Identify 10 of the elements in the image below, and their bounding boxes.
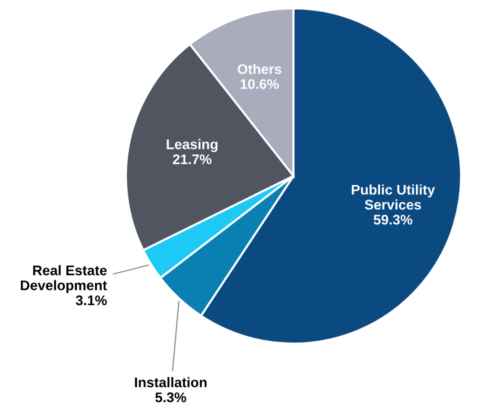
data-label: 59.3%: [374, 214, 412, 225]
data-label: 5.3%: [155, 392, 186, 402]
slice-label: Public Utility Services: [352, 184, 435, 210]
data-label: 3.1%: [76, 295, 107, 306]
slice-label: Real Estate Development: [20, 265, 107, 294]
data-label: 10.6%: [240, 79, 279, 89]
slice-label: Leasing: [166, 139, 218, 152]
data-label: 21.7%: [172, 154, 212, 164]
slice-label: Others: [238, 64, 282, 74]
slice-label: Installation: [135, 377, 207, 388]
